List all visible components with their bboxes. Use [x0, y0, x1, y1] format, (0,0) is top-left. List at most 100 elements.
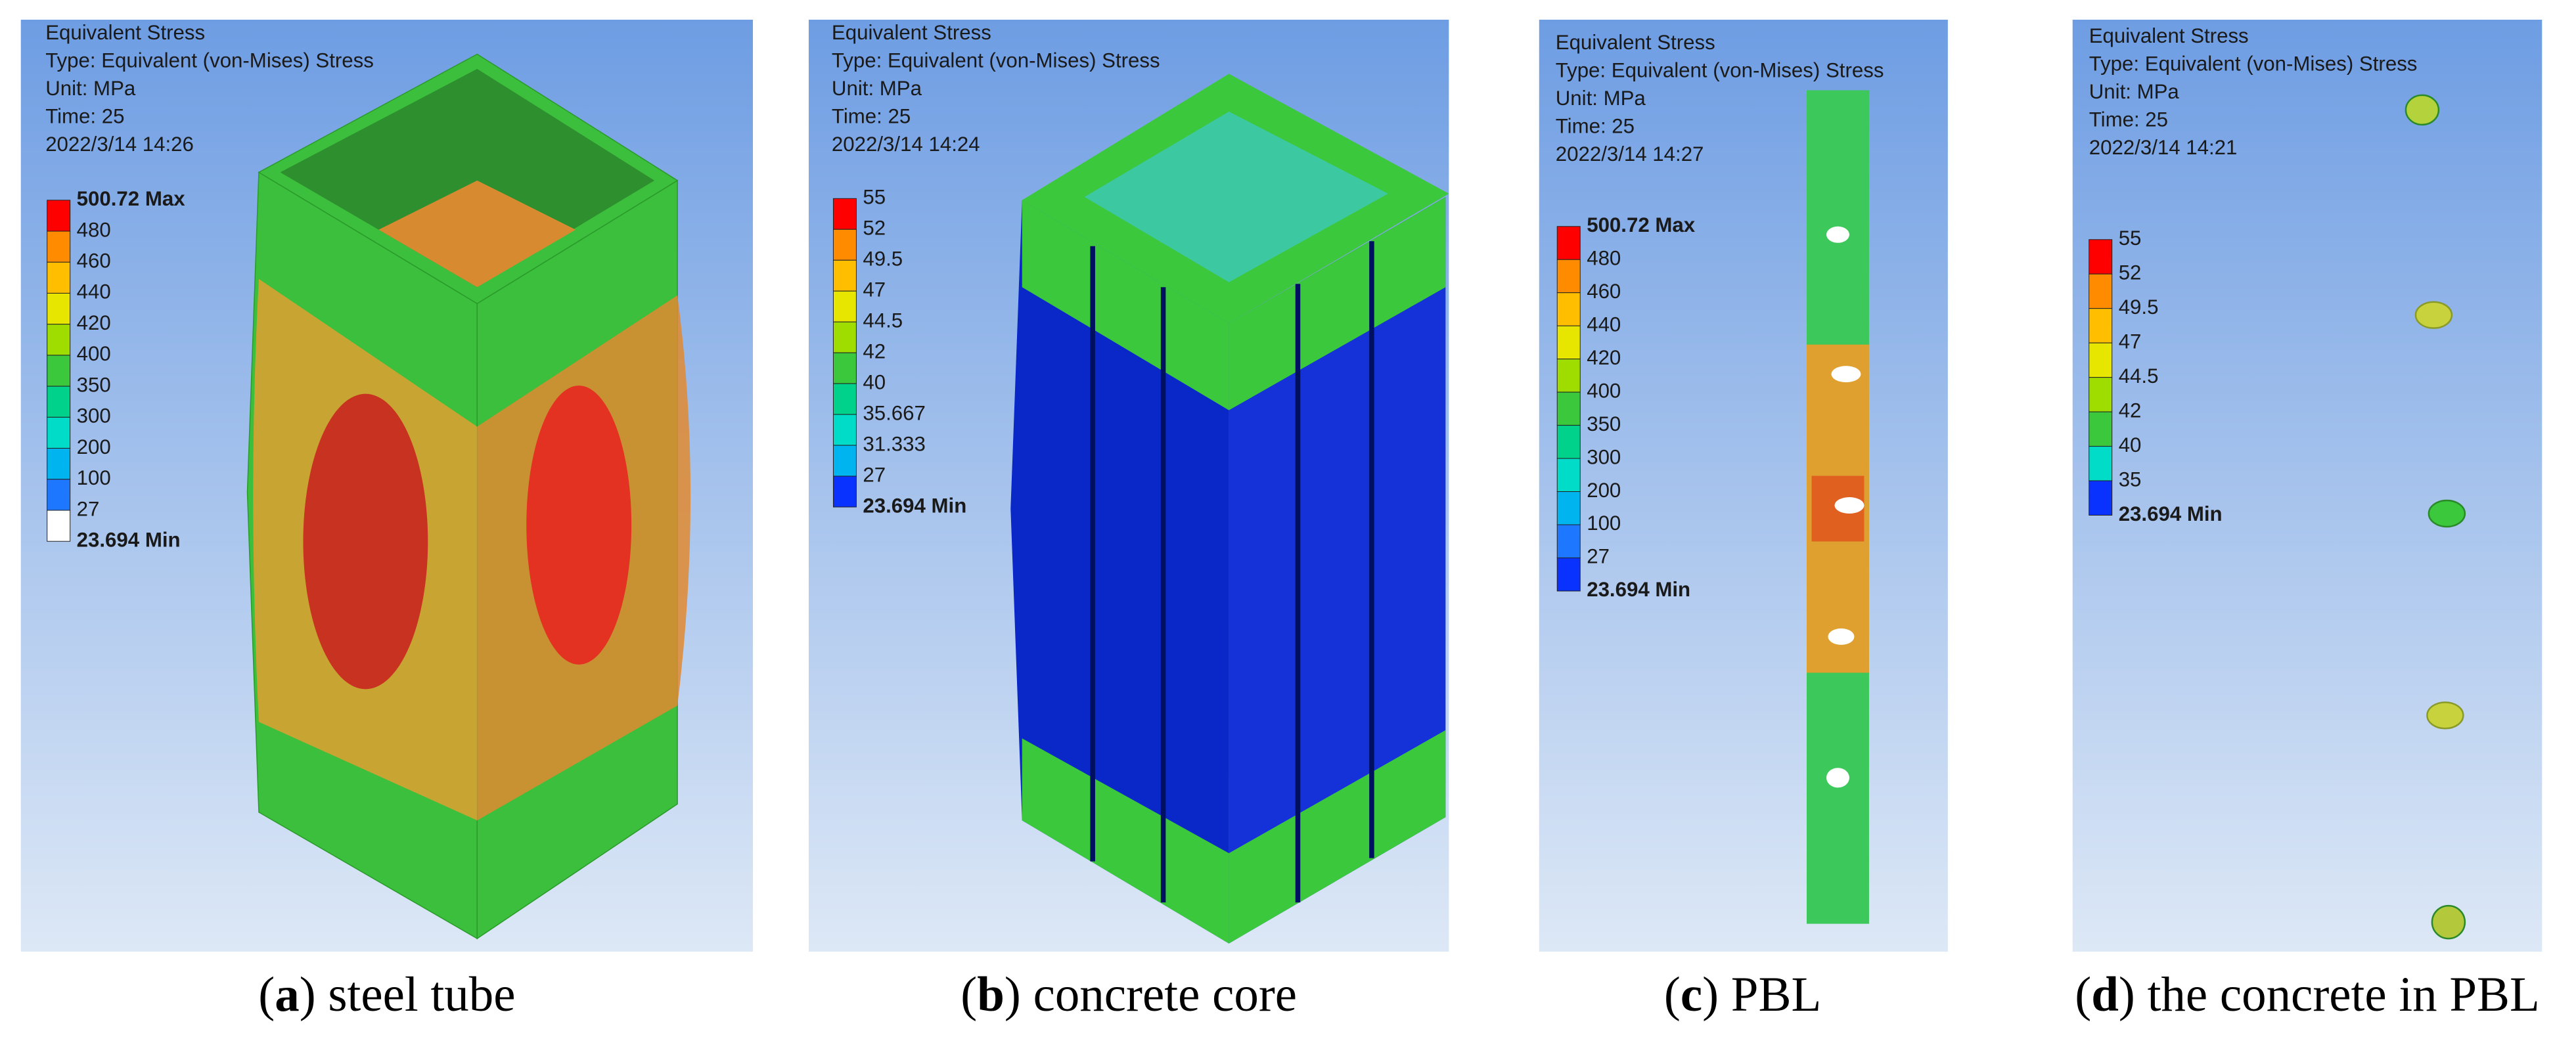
legend-band: [1556, 524, 1581, 558]
header-line: Equivalent Stress: [45, 21, 205, 44]
header-line: Equivalent Stress: [2089, 24, 2249, 47]
header-line: Type: Equivalent (von-Mises) Stress: [45, 49, 374, 72]
legend-band: [832, 445, 857, 477]
legend-label: 200: [1587, 479, 1621, 502]
header-line: Time: 25: [832, 104, 911, 127]
legend-label: 35: [2119, 468, 2142, 491]
legend-band: [832, 414, 857, 446]
caption: (a) steel tube: [258, 967, 515, 1022]
caption-letter: b: [977, 967, 1005, 1022]
header-line: Type: Equivalent (von-Mises) Stress: [2089, 52, 2418, 75]
header-line: 2022/3/14 14:21: [2089, 136, 2238, 159]
legend-band: [1556, 259, 1581, 294]
header-line: Time: 25: [45, 104, 124, 127]
legend-band: [832, 259, 857, 292]
legend-band: [832, 475, 857, 508]
legend-label: 23.694 Min: [1587, 578, 1690, 601]
header-line: 2022/3/14 14:24: [832, 133, 980, 156]
caption-text: ) the concrete in PBL: [2119, 967, 2540, 1022]
legend-band: [832, 198, 857, 230]
legend-band: [2089, 377, 2113, 412]
legend-label: 49.5: [2119, 296, 2159, 319]
legend-band: [47, 231, 71, 263]
legend-label: 440: [1587, 313, 1621, 336]
legend-band: [1556, 359, 1581, 393]
legend-label: 100: [1587, 512, 1621, 535]
legend-label: 500.72 Max: [1587, 213, 1696, 236]
legend-label: 42: [2119, 399, 2142, 422]
header-line: 2022/3/14 14:27: [1556, 143, 1704, 165]
legend-band: [832, 352, 857, 384]
legend-label: 420: [1587, 346, 1621, 369]
legend-label: 440: [77, 280, 111, 303]
caption-letter: d: [2091, 967, 2119, 1022]
legend-label: 55: [863, 186, 886, 209]
header-line: Unit: MPa: [1556, 87, 1646, 110]
legend-band: [47, 510, 71, 542]
legend-label: 47: [863, 278, 886, 301]
legend-label: 23.694 Min: [863, 494, 966, 517]
legend-label: 40: [2119, 433, 2142, 456]
legend-label: 460: [77, 249, 111, 272]
legend-label: 23.694 Min: [2119, 502, 2223, 525]
legend-label: 44.5: [2119, 364, 2159, 387]
caption-open: (: [960, 967, 977, 1022]
legend-band: [1556, 491, 1581, 525]
header-line: Type: Equivalent (von-Mises) Stress: [1556, 58, 1884, 81]
legend-label: 55: [2119, 227, 2142, 250]
legend-band: [2089, 411, 2113, 447]
legend-label: 52: [863, 217, 886, 240]
header-line: Unit: MPa: [2089, 80, 2180, 103]
header-line: Type: Equivalent (von-Mises) Stress: [832, 49, 1160, 72]
pbl-concrete-model: [2405, 94, 2466, 940]
legend-band: [47, 292, 71, 325]
legend-label: 27: [77, 497, 100, 520]
header-line: Equivalent Stress: [1556, 31, 1715, 54]
legend-label: 460: [1587, 280, 1621, 303]
legend-band: [1556, 557, 1581, 592]
caption: (c) PBL: [1664, 967, 1821, 1022]
concrete-core-model: [1010, 74, 1449, 944]
caption-open: (: [258, 967, 275, 1022]
legend-band: [832, 229, 857, 261]
legend-label: 350: [77, 373, 111, 396]
caption-letter: a: [275, 967, 299, 1022]
legend-band: [47, 416, 71, 449]
legend-label: 400: [77, 342, 111, 365]
legend-label: 31.333: [863, 432, 926, 455]
legend-band: [47, 386, 71, 418]
legend-label: 480: [1587, 246, 1621, 269]
legend-label: 200: [77, 435, 111, 458]
legend-band: [2089, 308, 2113, 343]
legend-band: [47, 324, 71, 356]
legend-band: [832, 383, 857, 415]
legend-label: 52: [2119, 261, 2142, 284]
header-line: Time: 25: [1556, 114, 1635, 137]
legend-label: 42: [863, 340, 886, 363]
legend-label: 27: [863, 463, 886, 486]
pbl-model: [1807, 90, 1869, 924]
legend-label: 350: [1587, 412, 1621, 435]
legend-band: [47, 261, 71, 294]
legend-band: [2089, 342, 2113, 378]
steel-tube-model: [246, 53, 691, 940]
caption-open: (: [1664, 967, 1681, 1022]
legend-band: [1556, 226, 1581, 260]
legend-band: [47, 200, 71, 232]
legend-band: [832, 321, 857, 353]
caption-text: ) concrete core: [1005, 967, 1297, 1022]
header-line: Time: 25: [2089, 108, 2168, 131]
legend-band: [1556, 325, 1581, 360]
legend-band: [2089, 273, 2113, 309]
caption-letter: c: [1681, 967, 1702, 1022]
legend-label: 300: [1587, 445, 1621, 468]
legend-label: 300: [77, 405, 111, 428]
caption-text: ) PBL: [1702, 967, 1821, 1022]
legend-label: 35.667: [863, 401, 926, 424]
header-line: 2022/3/14 14:26: [45, 133, 194, 156]
legend-band: [2089, 480, 2113, 516]
legend-label: 40: [863, 370, 886, 393]
legend-label: 480: [77, 218, 111, 241]
